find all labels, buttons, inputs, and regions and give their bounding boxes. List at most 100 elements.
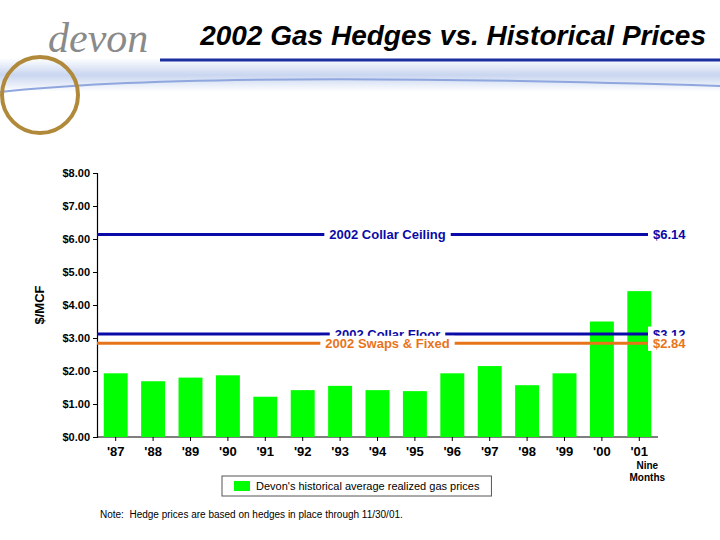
- y-tick: $7.00: [62, 200, 97, 212]
- legend: Devon's historical average realized gas …: [222, 476, 491, 496]
- logo: devon: [48, 15, 148, 61]
- y-tick-label: $3.00: [62, 332, 90, 344]
- x-tick-mark: [639, 437, 640, 441]
- x-tick-mark: [153, 437, 154, 441]
- bar: [440, 373, 464, 437]
- y-tick-mark: [93, 371, 97, 372]
- reference-label-group: 2002 Swaps & Fixed: [320, 336, 454, 351]
- y-tick: $6.00: [62, 233, 97, 245]
- bar: [366, 390, 390, 437]
- y-tick-mark: [93, 305, 97, 306]
- y-tick-mark: [93, 173, 97, 174]
- x-tick-label: '99: [556, 444, 574, 459]
- x-tick-label: '89: [182, 444, 200, 459]
- y-tick: $1.00: [62, 398, 97, 410]
- y-tick-mark: [93, 437, 97, 438]
- legend-swatch: [234, 481, 250, 491]
- x-tick: '91: [257, 437, 275, 459]
- y-tick: $8.00: [62, 167, 97, 179]
- x-tick-label: '90: [219, 444, 237, 459]
- legend-label: Devon's historical average realized gas …: [256, 480, 480, 492]
- sextant-icon: [2, 57, 78, 133]
- reference-value-label-bg: [648, 336, 691, 351]
- y-tick-label: $6.00: [62, 233, 90, 245]
- reference-label-group: 2002 Collar Ceiling: [324, 227, 450, 242]
- x-tick-label: '94: [369, 444, 387, 459]
- bar: [627, 291, 651, 437]
- x-tick-label: '88: [144, 444, 162, 459]
- y-tick-label: $2.00: [62, 365, 90, 377]
- x-tick-mark: [115, 437, 116, 441]
- header-band: [0, 58, 720, 92]
- x-tick-label: '87: [107, 444, 125, 459]
- y-tick-label: $5.00: [62, 266, 90, 278]
- y-tick: $3.00: [62, 332, 97, 344]
- reference-value-label-group: $2.84: [648, 336, 691, 351]
- x-tick: '92: [294, 437, 312, 459]
- x-tick-label: '01: [631, 444, 649, 459]
- reference-label: 2002 Collar Ceiling: [329, 227, 445, 242]
- x-tick-mark: [227, 437, 228, 441]
- header: devon 2002 Gas Hedges vs. Historical Pric…: [0, 15, 720, 133]
- footnote: Note: Hedge prices are based on hedges i…: [100, 509, 403, 520]
- plot-marks: [97, 234, 658, 437]
- y-tick-mark: [93, 206, 97, 207]
- category-note: NineMonths: [630, 460, 666, 483]
- x-tick-label: '96: [444, 444, 462, 459]
- bar: [179, 378, 203, 437]
- y-tick-label: $7.00: [62, 200, 90, 212]
- bar: [141, 381, 165, 437]
- y-axis-title: $/MCF: [32, 285, 47, 324]
- y-axis: $0.00 $1.00 $2.00 $3.00 $4.00 $5.00 $6.00 $7.00…: [62, 167, 97, 443]
- x-tick-mark: [414, 437, 415, 441]
- x-tick-mark: [265, 437, 266, 441]
- x-tick-mark: [601, 437, 602, 441]
- legend-box: [222, 476, 491, 496]
- x-tick-label: '91: [257, 444, 275, 459]
- reference-value-label: $2.84: [653, 336, 686, 351]
- y-tick-label: $8.00: [62, 167, 90, 179]
- y-tick: $5.00: [62, 266, 97, 278]
- y-tick-label: $4.00: [62, 299, 90, 311]
- bar: [515, 385, 539, 437]
- reference-value-label: $6.14: [653, 227, 686, 242]
- x-tick-mark: [302, 437, 303, 441]
- bar: [403, 391, 427, 437]
- x-tick-label: '93: [331, 444, 349, 459]
- x-tick: '95: [406, 437, 424, 459]
- x-tick-mark: [452, 437, 453, 441]
- reference-label-bg: [320, 336, 454, 351]
- x-tick-label: '98: [518, 444, 536, 459]
- x-tick-label: '00: [593, 444, 611, 459]
- y-tick: $0.00: [62, 431, 97, 443]
- y-tick: $4.00: [62, 299, 97, 311]
- reference-value-label-group: $6.14: [648, 227, 691, 242]
- x-tick: '98: [518, 437, 536, 459]
- y-tick: $2.00: [62, 365, 97, 377]
- bar: [104, 373, 128, 437]
- x-tick: '00: [593, 437, 611, 459]
- x-tick-label: '95: [406, 444, 424, 459]
- reference-label: 2002 Swaps & Fixed: [325, 336, 449, 351]
- x-tick-label: '97: [481, 444, 499, 459]
- header-rule: [160, 59, 720, 62]
- reference-labels: 2002 Collar Ceiling$6.142002 Collar Floo…: [320, 227, 691, 351]
- title: 2002 Gas Hedges vs. Historical Prices: [199, 20, 706, 51]
- y-axis-line: [93, 174, 98, 438]
- x-tick-mark: [489, 437, 490, 441]
- x-tick: '90: [219, 437, 237, 459]
- x-tick-mark: [564, 437, 565, 441]
- chart: devon 2002 Gas Hedges vs. Historical Pric…: [0, 0, 720, 540]
- x-tick-mark: [377, 437, 378, 441]
- x-tick: '01: [631, 437, 649, 459]
- x-tick: '96: [444, 437, 462, 459]
- x-tick: '93: [331, 437, 349, 459]
- bar: [291, 390, 315, 437]
- y-tick-mark: [93, 338, 97, 339]
- header-swoosh: [0, 79, 720, 92]
- x-tick-mark: [340, 437, 341, 441]
- x-tick: '94: [369, 437, 387, 459]
- x-tick: '99: [556, 437, 574, 459]
- x-tick-mark: [190, 437, 191, 441]
- y-tick-mark: [93, 272, 97, 273]
